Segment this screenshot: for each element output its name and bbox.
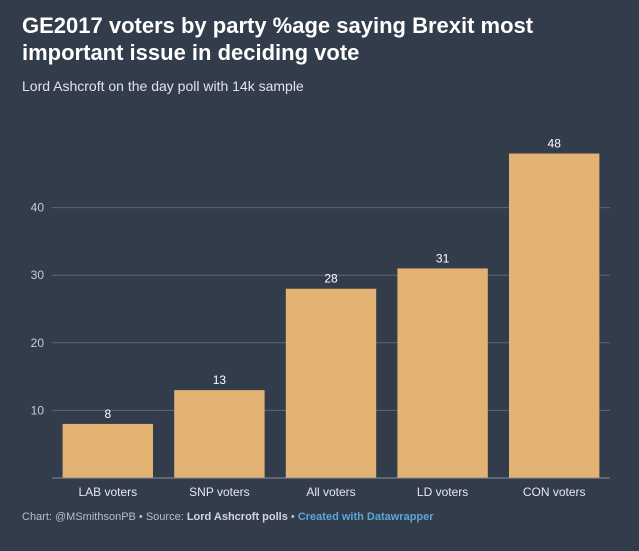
y-tick-label-20: 20	[31, 336, 45, 350]
x-tick-label-ld-voters: LD voters	[417, 485, 468, 499]
data-label-con-voters: 48	[548, 137, 562, 151]
footer-separator-2: •	[287, 511, 298, 523]
x-tick-label-snp-voters: SNP voters	[189, 485, 249, 499]
data-label-ld-voters: 31	[436, 251, 450, 265]
footer-datawrapper-link[interactable]: Created with Datawrapper	[297, 511, 434, 523]
x-tick-label-all-voters: All voters	[306, 485, 355, 499]
chart-title: GE2017 voters by party %age saying Brexi…	[22, 13, 534, 65]
chart-footer: Chart: @MSmithsonPB • Source: Lord Ashcr…	[22, 511, 434, 523]
bar-ld-voters	[397, 268, 488, 478]
bar-lab-voters	[62, 423, 153, 478]
y-tick-label-40: 40	[31, 201, 45, 215]
x-tick-label-con-voters: CON voters	[523, 485, 586, 499]
bar-snp-voters	[174, 390, 265, 478]
footer-source-label: Source:	[145, 511, 187, 523]
bar-con-voters	[509, 153, 600, 478]
data-label-lab-voters: 8	[104, 407, 111, 421]
x-tick-label-lab-voters: LAB voters	[78, 485, 137, 499]
y-tick-label-10: 10	[31, 403, 45, 417]
data-label-snp-voters: 13	[213, 373, 227, 387]
data-label-all-voters: 28	[324, 272, 338, 286]
footer-credit: Chart: @MSmithsonPB	[22, 511, 136, 523]
bar-all-voters	[285, 288, 377, 478]
y-tick-label-30: 30	[31, 268, 45, 282]
chart-subtitle: Lord Ashcroft on the day poll with 14k s…	[22, 78, 304, 94]
footer-separator: •	[135, 511, 146, 523]
footer-source[interactable]: Lord Ashcroft polls	[186, 511, 288, 523]
